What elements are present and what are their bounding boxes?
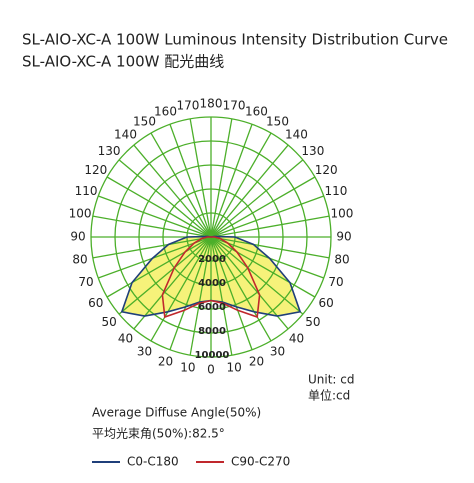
angle-label: 30 [270,345,285,359]
grid-spoke [210,124,253,238]
angle-label: 130 [301,144,324,158]
series-line [161,236,212,319]
angle-label: 90 [336,230,351,244]
grid-spoke [210,236,316,298]
grid-spoke [210,144,289,238]
grid-spoke [118,159,212,238]
series-line [120,235,212,317]
grid-spoke [210,176,316,238]
grid-spoke [210,118,233,238]
angle-label: 10 [180,360,195,374]
angle-label: 120 [84,163,107,177]
angle-label: 30 [137,345,152,359]
angle-label: 150 [133,114,156,128]
grid-spoke [210,159,304,238]
grid-spoke [210,195,324,238]
angle-label: 90 [70,230,85,244]
legend-label: C90-C270 [231,455,290,469]
angle-label: 80 [334,253,349,267]
angle-label: 60 [319,296,334,310]
grid-spoke [169,124,212,238]
grid-spoke [210,236,330,259]
angle-label: 40 [289,331,304,345]
angle-label: 80 [72,253,87,267]
angle-label: 40 [118,331,133,345]
angle-label: 160 [245,105,268,119]
grid-spoke [210,236,304,315]
grid-spoke [210,236,324,279]
angle-label: 180 [200,97,223,111]
angle-label: 110 [325,184,348,198]
grid-spoke [118,236,212,315]
angle-label: 140 [285,128,308,142]
grid-spoke [189,118,212,238]
r-tick-label: 10000 [195,350,230,361]
grid-spoke [189,236,212,356]
grid-spoke [92,215,212,238]
grid-spoke [210,236,272,342]
note: Average Diffuse Angle(50%) [92,406,261,420]
angle-label: 130 [98,144,121,158]
r-tick-label: 6000 [198,302,226,313]
grid-spoke [210,236,253,350]
grid-spoke [169,236,212,350]
chart-title: SL-AIO-XC-A 100W Luminous Intensity Dist… [22,31,448,49]
angle-label: 160 [154,105,177,119]
angle-label: 170 [223,99,246,113]
grid-spoke [133,236,212,330]
angle-label: 70 [328,275,343,289]
series-line [210,235,302,317]
grid-spoke [133,144,212,238]
grid-spoke [210,215,330,238]
angle-label: 10 [226,360,241,374]
angle-label: 110 [75,184,98,198]
chart-subtitle: SL-AIO-XC-A 100W 配光曲线 [22,53,224,71]
unit-label: Unit: cd [308,373,355,387]
grid-spoke [92,236,212,259]
angle-label: 20 [249,354,264,368]
legend-label: C0-C180 [127,455,179,469]
angle-label: 140 [114,128,137,142]
grid-spoke [210,132,272,238]
angle-label: 60 [88,296,103,310]
angle-label: 50 [305,315,320,329]
angle-label: 150 [266,114,289,128]
unit-label-cn: 单位:cd [308,388,350,403]
angle-label: 120 [315,163,338,177]
grid-spoke [150,132,212,238]
series-line [210,236,261,319]
angle-label: 170 [176,99,199,113]
legend: C0-C180 C90-C270 [92,455,290,469]
r-tick-label: 4000 [198,278,226,289]
r-tick-label: 2000 [198,254,226,265]
grid-spoke [210,236,289,330]
grid-spoke [150,236,212,342]
grid-spoke [106,236,212,298]
angle-label: 20 [158,354,173,368]
angle-label: 50 [101,315,116,329]
angle-label: 100 [69,206,92,220]
grid-spoke [106,176,212,238]
grid-spoke [210,236,233,356]
grid-spoke [98,195,212,238]
r-tick-label: 8000 [198,326,226,337]
angle-label: 70 [78,275,93,289]
angle-label: 100 [331,206,354,220]
note: 平均光束角(50%):82.5° [92,427,225,441]
grid-spoke [98,236,212,279]
angle-label: 0 [207,363,215,377]
